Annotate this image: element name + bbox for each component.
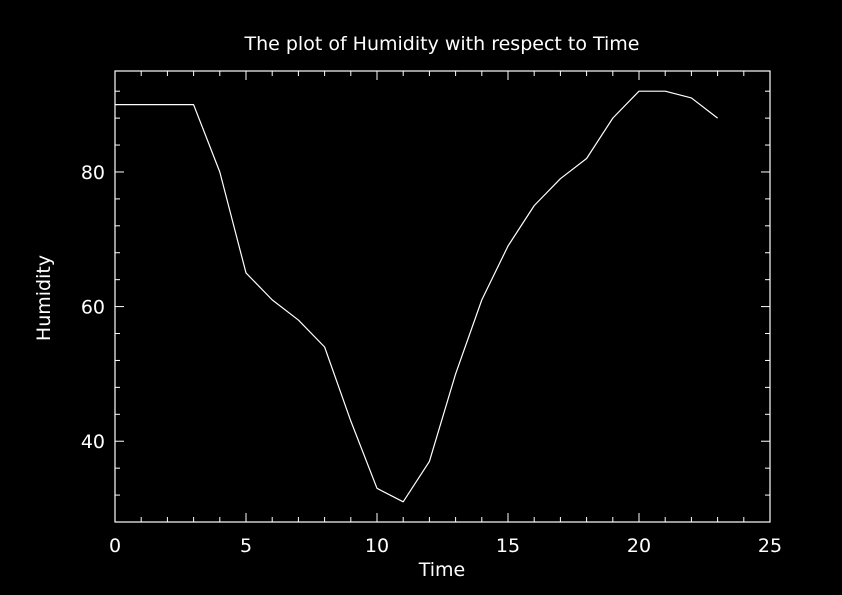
x-tick-label: 5	[240, 535, 252, 557]
y-tick-label: 60	[81, 297, 105, 319]
y-tick-label: 80	[81, 162, 105, 184]
y-axis-ticks: 40 60 80	[81, 90, 770, 523]
y-axis-label: Humidity	[33, 255, 55, 341]
x-axis-label: Time	[418, 559, 466, 581]
plot-frame	[114, 70, 771, 523]
plot-border	[114, 70, 771, 523]
series-line	[115, 90, 718, 503]
x-axis-ticks: 0 5 10 15 20 25	[109, 71, 782, 557]
x-tick-label: 0	[109, 535, 121, 557]
series-group	[115, 90, 718, 503]
x-tick-label: 15	[496, 535, 520, 557]
chart-title: The plot of Humidity with respect to Tim…	[243, 33, 639, 55]
x-tick-label: 25	[758, 535, 782, 557]
x-tick-label: 10	[365, 535, 389, 557]
y-tick-label: 40	[81, 431, 105, 453]
x-tick-label: 20	[627, 535, 651, 557]
